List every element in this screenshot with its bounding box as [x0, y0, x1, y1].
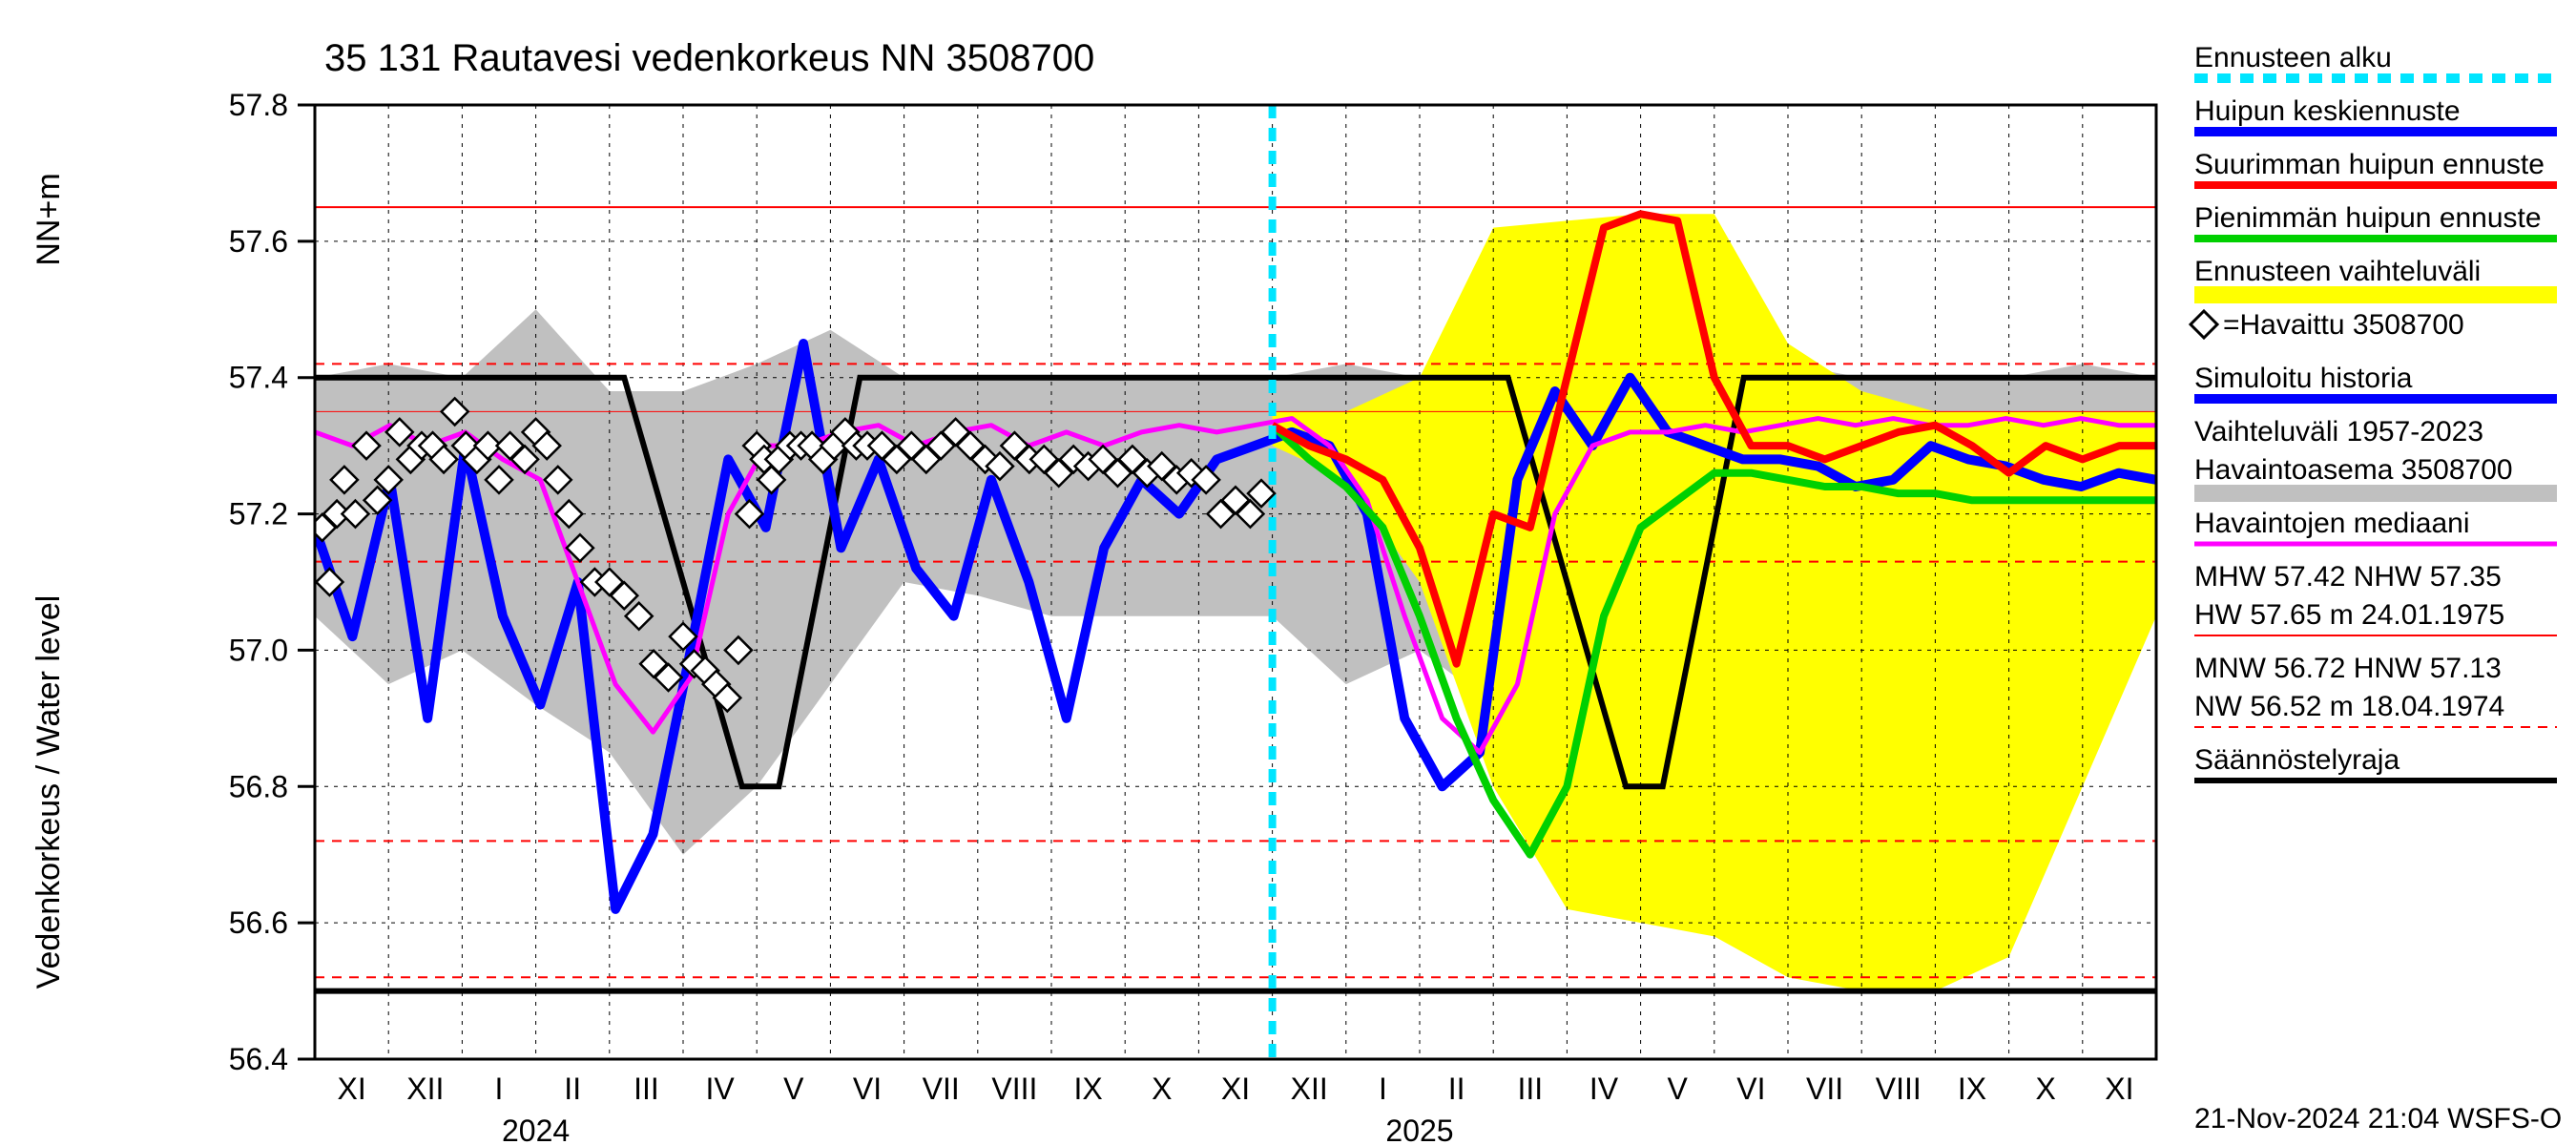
- x-month-label: XI: [1221, 1072, 1250, 1106]
- x-month-label: X: [1152, 1072, 1172, 1106]
- legend-label-magenta: Havaintojen mediaani: [2194, 508, 2470, 539]
- x-month-label: IV: [705, 1072, 735, 1106]
- x-month-label: VI: [853, 1072, 882, 1106]
- legend-label-reg: Säännöstelyraja: [2194, 744, 2399, 776]
- y-tick-label: 56.4: [229, 1042, 288, 1076]
- x-year-label: 2025: [1385, 1114, 1453, 1145]
- x-month-label: I: [1379, 1072, 1387, 1106]
- y-tick-label: 56.6: [229, 906, 288, 940]
- y-axis-title-2: NN+m: [31, 173, 67, 265]
- chart-title: 35 131 Rautavesi vedenkorkeus NN 3508700: [324, 37, 1094, 79]
- y-tick-label: 57.2: [229, 497, 288, 531]
- x-month-label: XI: [337, 1072, 365, 1106]
- x-month-label: IX: [1958, 1072, 1986, 1106]
- y-tick-label: 57.0: [229, 633, 288, 667]
- x-month-label: IV: [1589, 1072, 1619, 1106]
- x-month-label: VII: [1806, 1072, 1843, 1106]
- legend-label-greyband_b: Havaintoasema 3508700: [2194, 454, 2513, 486]
- legend-label-greyband_a: Vaihteluväli 1957-2023: [2194, 416, 2483, 448]
- x-month-label: III: [1517, 1072, 1543, 1106]
- x-month-label: XII: [406, 1072, 444, 1106]
- legend-swatch-yellow: [2194, 286, 2557, 303]
- x-month-label: X: [2036, 1072, 2056, 1106]
- chart-svg: 56.456.656.857.057.257.457.657.8XIXIIIII…: [0, 0, 2576, 1145]
- timestamp-label: 21-Nov-2024 21:04 WSFS-O: [2194, 1103, 2562, 1135]
- y-tick-label: 56.8: [229, 769, 288, 803]
- chart-container: 56.456.656.857.057.257.457.657.8XIXIIIII…: [0, 0, 2576, 1145]
- legend-label-stats4: NW 56.52 m 18.04.1974: [2194, 691, 2504, 722]
- y-axis-title: Vedenkorkeus / Water level: [31, 595, 67, 989]
- x-month-label: V: [1668, 1072, 1689, 1106]
- x-month-label: XI: [2105, 1072, 2133, 1106]
- x-month-label: II: [1448, 1072, 1465, 1106]
- x-month-label: VI: [1736, 1072, 1765, 1106]
- x-month-label: III: [634, 1072, 659, 1106]
- legend-label-forecast_start: Ennusteen alku: [2194, 42, 2392, 73]
- legend-label-red: Suurimman huipun ennuste: [2194, 149, 2545, 180]
- x-month-label: I: [495, 1072, 504, 1106]
- legend-label-simulated: Simuloitu historia: [2194, 363, 2413, 394]
- x-month-label: IX: [1073, 1072, 1102, 1106]
- x-year-label: 2024: [502, 1114, 570, 1145]
- legend-label-observed-text: =Havaittu 3508700: [2223, 309, 2464, 341]
- x-month-label: VII: [923, 1072, 960, 1106]
- legend-label-stats3: MNW 56.72 HNW 57.13: [2194, 653, 2502, 684]
- x-month-label: XII: [1291, 1072, 1328, 1106]
- x-month-label: VIII: [1876, 1072, 1922, 1106]
- y-tick-label: 57.6: [229, 224, 288, 259]
- x-month-label: V: [783, 1072, 804, 1106]
- x-month-label: VIII: [991, 1072, 1037, 1106]
- x-month-label: II: [564, 1072, 581, 1106]
- legend-label-blue: Huipun keskiennuste: [2194, 95, 2461, 127]
- legend-label-yellow: Ennusteen vaihteluväli: [2194, 256, 2481, 287]
- y-tick-label: 57.4: [229, 361, 288, 395]
- legend-label-stats2: HW 57.65 m 24.01.1975: [2194, 599, 2504, 631]
- legend-label-green: Pienimmän huipun ennuste: [2194, 202, 2542, 234]
- legend-swatch-greyband_b: [2194, 485, 2557, 502]
- legend-label-stats1: MHW 57.42 NHW 57.35: [2194, 561, 2502, 593]
- y-tick-label: 57.8: [229, 88, 288, 122]
